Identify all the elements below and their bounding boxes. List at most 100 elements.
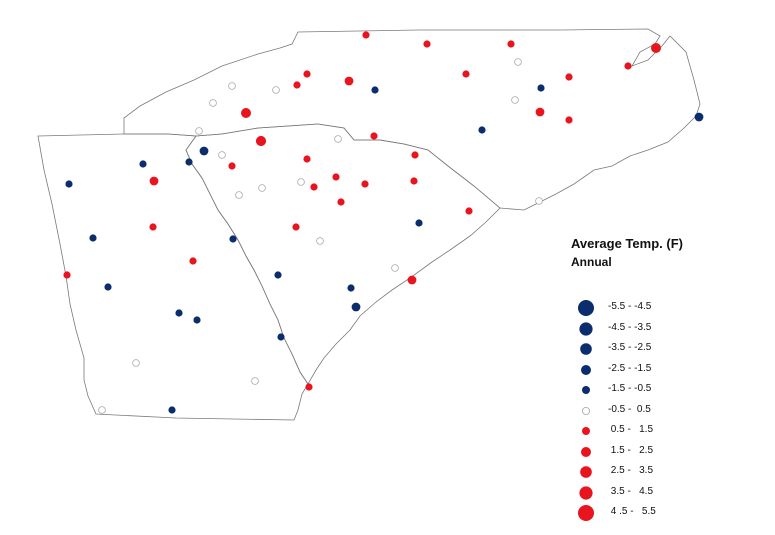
station-marker xyxy=(347,284,355,292)
legend-item: 2.5 - 3.5 xyxy=(568,462,768,482)
legend-symbol xyxy=(582,427,590,435)
station-marker xyxy=(303,155,311,163)
station-marker xyxy=(361,180,369,188)
georgia-outline xyxy=(37,133,309,421)
legend-marker xyxy=(578,505,594,521)
station-marker xyxy=(337,198,345,206)
station-marker xyxy=(305,383,313,391)
legend-symbol xyxy=(579,321,593,336)
station-marker xyxy=(98,406,106,414)
station-marker xyxy=(218,151,226,159)
legend-marker xyxy=(581,364,591,375)
station-marker xyxy=(149,223,157,231)
station-marker xyxy=(209,99,217,107)
legend-label: -4.5 - -3.5 xyxy=(608,321,652,333)
legend-symbol xyxy=(581,446,591,457)
legend-item: -3.5 - -2.5 xyxy=(568,339,768,359)
station-marker xyxy=(189,257,197,265)
legend-symbol xyxy=(581,364,591,375)
legend-label: -5.5 - -4.5 xyxy=(608,301,652,312)
legend-label: -3.5 - -2.5 xyxy=(608,342,652,353)
legend-label: 3.5 - 4.5 xyxy=(608,485,654,497)
station-marker xyxy=(351,302,361,312)
station-marker xyxy=(370,132,378,140)
station-marker xyxy=(391,264,399,272)
legend-title: Average Temp. (F) xyxy=(571,236,683,251)
station-marker xyxy=(344,76,354,86)
station-marker xyxy=(371,86,379,94)
station-marker xyxy=(565,73,573,81)
station-marker xyxy=(168,406,176,414)
legend-item: -4.5 - -3.5 xyxy=(568,319,768,339)
legend-label: 0.5 - 1.5 xyxy=(608,424,654,435)
legend-subtitle: Annual xyxy=(571,255,612,269)
station-marker xyxy=(362,31,370,39)
legend-item: 3.5 - 4.5 xyxy=(568,483,768,503)
station-marker xyxy=(303,70,311,78)
legend-marker xyxy=(581,446,591,457)
legend-marker xyxy=(579,485,593,500)
legend-symbol xyxy=(578,505,594,521)
station-marker xyxy=(334,135,342,143)
station-marker xyxy=(139,160,147,168)
station-marker xyxy=(258,184,266,192)
station-marker xyxy=(410,177,418,185)
station-marker xyxy=(293,81,301,89)
north-carolina-outline xyxy=(123,28,701,211)
station-marker xyxy=(624,62,632,70)
legend-symbol xyxy=(580,466,592,478)
station-marker xyxy=(228,162,236,170)
legend-marker xyxy=(581,406,590,415)
station-marker xyxy=(63,271,71,279)
legend-item: -0.5 - 0.5 xyxy=(568,401,768,421)
legend-label: 2.5 - 3.5 xyxy=(608,465,654,476)
legend-label: -1.5 - -0.5 xyxy=(608,383,652,394)
station-marker xyxy=(235,191,243,199)
legend-item: 4 .5 - 5.5 xyxy=(568,503,768,523)
legend-item: 0.5 - 1.5 xyxy=(568,421,768,441)
legend-item: -2.5 - -1.5 xyxy=(568,360,768,380)
station-marker xyxy=(465,207,473,215)
station-marker xyxy=(332,173,340,181)
station-marker xyxy=(272,86,280,94)
station-marker xyxy=(511,96,519,104)
station-marker xyxy=(316,237,324,245)
station-marker xyxy=(411,151,419,159)
station-marker xyxy=(195,127,203,135)
station-marker xyxy=(310,183,318,191)
legend-item: -1.5 - -0.5 xyxy=(568,380,768,400)
station-marker xyxy=(537,84,545,92)
station-marker xyxy=(228,82,236,90)
station-marker xyxy=(297,178,305,186)
station-marker xyxy=(132,359,140,367)
station-marker xyxy=(241,108,251,118)
legend-item: -5.5 - -4.5 xyxy=(568,298,768,318)
legend-symbol xyxy=(581,406,590,415)
station-marker xyxy=(175,309,183,317)
station-marker xyxy=(89,234,97,242)
station-marker xyxy=(514,58,522,66)
legend-label: 4 .5 - 5.5 xyxy=(608,506,656,517)
station-marker xyxy=(256,136,266,146)
station-marker xyxy=(423,40,431,48)
legend-item: 1.5 - 2.5 xyxy=(568,442,768,462)
station-marker xyxy=(104,283,112,291)
legend-symbol xyxy=(580,343,592,355)
station-marker xyxy=(229,235,237,243)
station-marker xyxy=(535,197,543,205)
legend-marker xyxy=(582,427,590,435)
legend-marker xyxy=(580,343,592,355)
station-marker xyxy=(251,377,259,385)
station-marker xyxy=(694,112,704,122)
station-marker xyxy=(65,180,73,188)
legend: Average Temp. (F) Annual -5.5 - -4.5 -4.5… xyxy=(568,236,768,521)
station-marker xyxy=(462,70,470,78)
station-marker xyxy=(274,271,282,279)
station-marker xyxy=(407,275,417,285)
station-marker xyxy=(651,43,661,53)
station-marker xyxy=(199,146,209,156)
station-marker xyxy=(507,40,515,48)
station-marker xyxy=(193,316,201,324)
legend-marker xyxy=(578,300,594,316)
